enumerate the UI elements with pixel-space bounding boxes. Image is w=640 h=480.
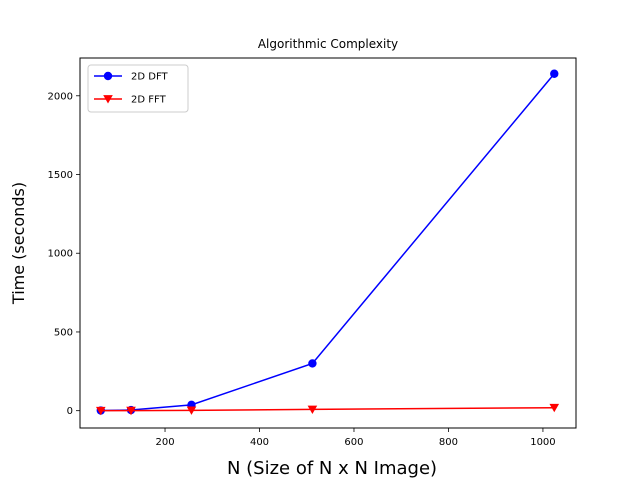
y-tick-label: 0 bbox=[67, 406, 73, 417]
x-tick-label: 1000 bbox=[530, 437, 555, 448]
legend-item-2d-fft: 2D FFT bbox=[94, 95, 167, 106]
legend-label: 2D DFT bbox=[131, 72, 169, 83]
x-axis: 200 400 600 800 1000 bbox=[155, 428, 556, 448]
y-tick-label: 2000 bbox=[48, 91, 73, 102]
legend-marker bbox=[103, 71, 113, 81]
legend: 2D DFT 2D FFT bbox=[87, 64, 189, 113]
y-axis-label: Time (seconds) bbox=[9, 182, 28, 305]
data-point-2d-fft bbox=[95, 406, 106, 416]
x-tick-label: 800 bbox=[439, 437, 458, 448]
legend-item-2d-dft: 2D DFT bbox=[94, 72, 169, 83]
data-point-2d-fft bbox=[186, 406, 197, 415]
y-tick-label: 1500 bbox=[48, 170, 73, 181]
y-axis: 0 500 1000 1500 2000 bbox=[48, 91, 80, 417]
plot-frame bbox=[79, 57, 577, 429]
data-point-2d-dft bbox=[550, 69, 559, 78]
y-tick-label: 500 bbox=[54, 327, 73, 338]
legend-label: 2D FFT bbox=[131, 95, 167, 106]
chart-title: Algorithmic Complexity bbox=[258, 37, 398, 51]
plot-area bbox=[95, 69, 560, 416]
x-tick-label: 400 bbox=[250, 437, 269, 448]
y-tick-label: 1000 bbox=[48, 249, 73, 260]
x-axis-label: N (Size of N x N Image) bbox=[227, 458, 437, 479]
data-point-2d-fft bbox=[126, 406, 136, 416]
legend-marker bbox=[103, 95, 113, 104]
data-point-2d-dft bbox=[308, 359, 317, 368]
data-point-2d-fft bbox=[307, 405, 318, 414]
x-tick-label: 600 bbox=[344, 437, 363, 448]
series-2d-fft bbox=[95, 403, 560, 416]
x-tick-label: 200 bbox=[155, 437, 174, 448]
data-point-2d-fft bbox=[549, 403, 560, 413]
